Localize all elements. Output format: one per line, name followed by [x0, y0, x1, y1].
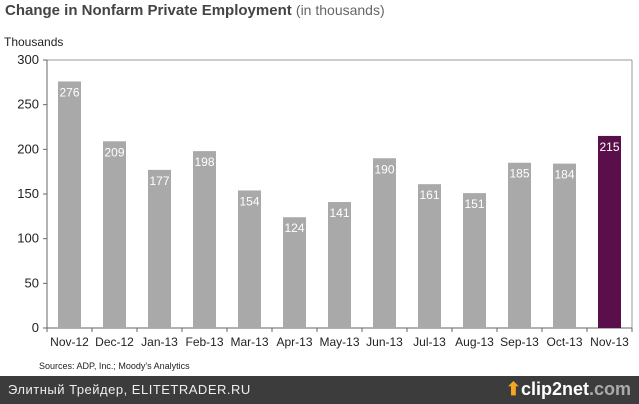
data-label: 141 — [329, 206, 349, 220]
x-tick-label: Feb-13 — [185, 335, 223, 349]
y-axis-label: Thousands — [4, 35, 64, 49]
data-label: 124 — [284, 221, 304, 235]
data-label: 209 — [104, 145, 124, 159]
x-tick-label: Dec-12 — [95, 335, 134, 349]
sources-note: Sources: ADP, Inc.; Moody's Analytics — [39, 361, 190, 371]
bar-Sep-13 — [508, 162, 531, 328]
x-tick-label: Nov-12 — [50, 335, 89, 349]
data-label: 190 — [374, 162, 394, 176]
bar-May-13 — [328, 202, 351, 328]
data-label: 198 — [194, 155, 214, 169]
bar-chart: 0 50 100 150 200 250 300 276 Nov-12 209 Dec-12 177 J… — [17, 52, 633, 349]
x-tick-label: Oct-13 — [546, 335, 582, 349]
chart-title: Change in Nonfarm Private Employment (in… — [5, 2, 385, 19]
footer-text: Элитный Трейдер, ELITETRADER.RU — [8, 382, 251, 397]
bar-Mar-13 — [238, 190, 261, 328]
bar-Feb-13 — [193, 151, 216, 328]
x-tick-label: Apr-13 — [276, 335, 312, 349]
x-tick-label: Nov-13 — [590, 335, 629, 349]
data-label: 215 — [599, 140, 619, 154]
y-tick-label: 150 — [17, 186, 39, 201]
y-tick-label: 250 — [17, 97, 39, 112]
bar-Jan-13 — [148, 169, 171, 328]
bar-Dec-12 — [103, 141, 126, 328]
data-label: 177 — [149, 174, 169, 188]
footer-bar: Элитный Трейдер, ELITETRADER.RU ⬆clip2ne… — [0, 376, 639, 404]
y-tick-label: 0 — [32, 320, 39, 335]
bar-Jul-13 — [418, 184, 441, 328]
data-label: 161 — [419, 188, 439, 202]
data-label: 184 — [554, 168, 574, 182]
bar-Oct-13 — [553, 163, 576, 328]
clip2net-logo[interactable]: ⬆clip2net.com — [505, 379, 631, 399]
y-tick-label: 50 — [25, 275, 39, 290]
bar-Jun-13 — [373, 158, 396, 328]
bar-Nov-13 — [598, 135, 621, 328]
y-tick-label: 300 — [17, 52, 39, 67]
y-tick-label: 100 — [17, 231, 39, 246]
x-tick-label: Jul-13 — [413, 335, 446, 349]
y-tick-label: 200 — [17, 141, 39, 156]
upload-arrow-icon: ⬆ — [505, 379, 521, 399]
bar-Apr-13 — [283, 217, 306, 328]
x-tick-label: Sep-13 — [500, 335, 539, 349]
bar-Aug-13 — [463, 193, 486, 328]
data-label: 154 — [239, 194, 259, 208]
x-tick-label: Mar-13 — [230, 335, 268, 349]
x-tick-label: Jun-13 — [366, 335, 403, 349]
bar-Nov-12 — [58, 81, 81, 328]
x-tick-label: Aug-13 — [455, 335, 494, 349]
x-tick-label: Jan-13 — [141, 335, 178, 349]
data-label: 185 — [509, 167, 529, 181]
x-tick-label: May-13 — [319, 335, 359, 349]
data-label: 276 — [59, 85, 79, 99]
data-label: 151 — [464, 197, 484, 211]
